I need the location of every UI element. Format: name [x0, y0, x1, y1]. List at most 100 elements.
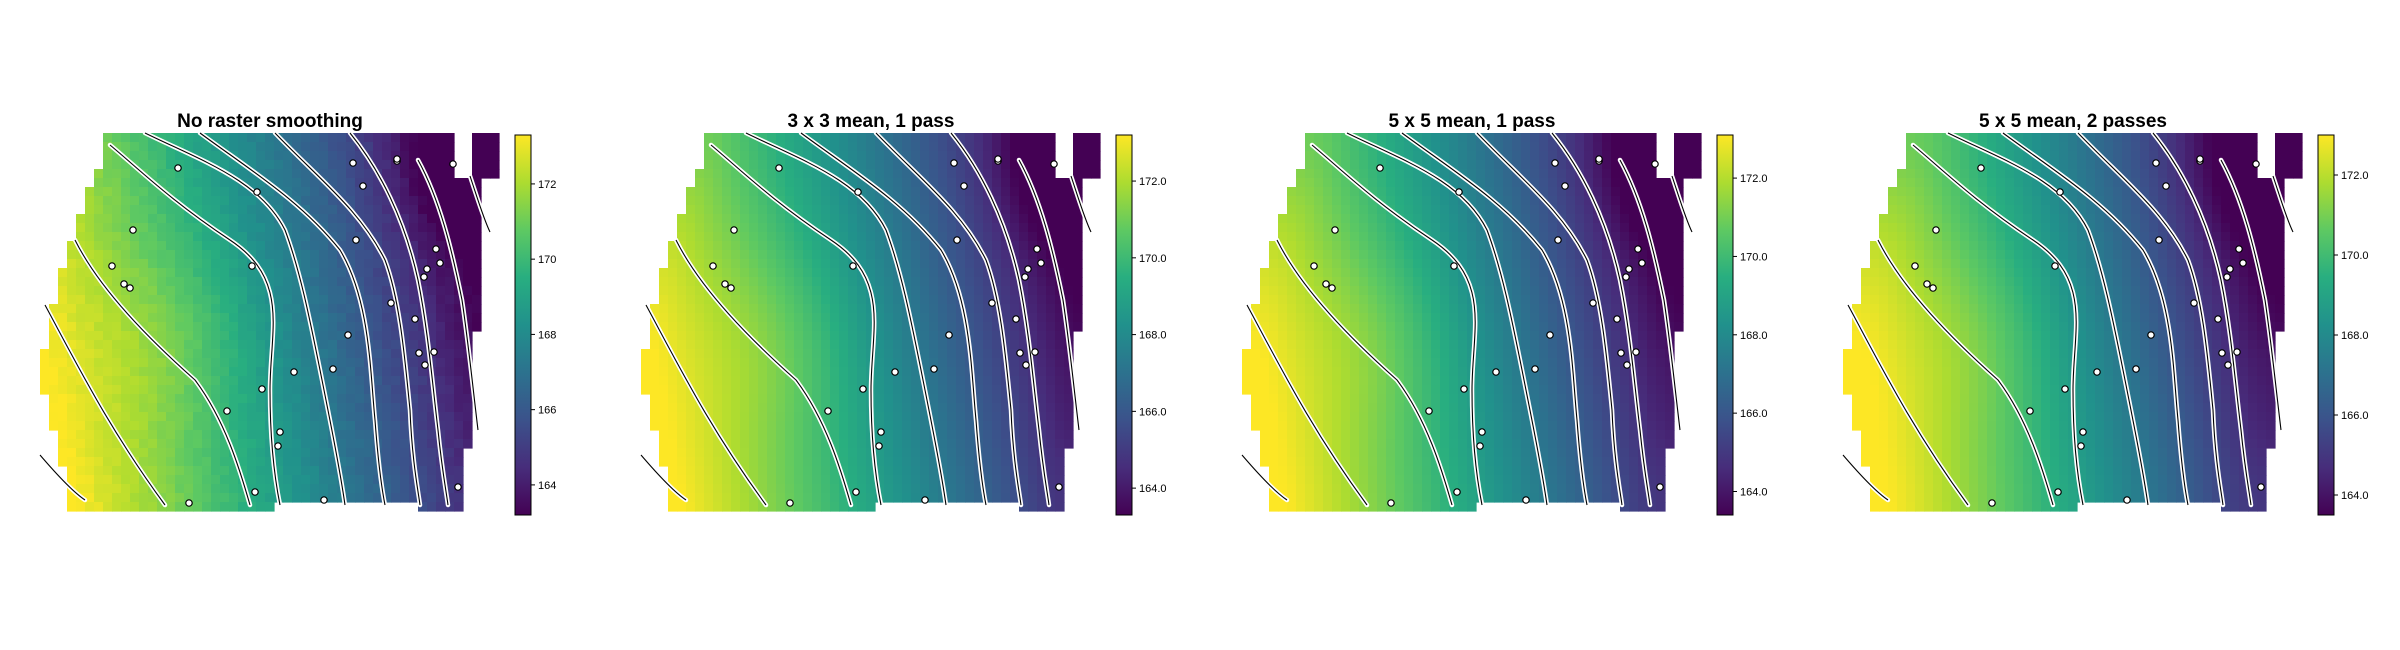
raster-cell	[1028, 439, 1038, 449]
raster-cell	[911, 187, 921, 197]
raster-cell	[1557, 259, 1567, 269]
raster-cell	[839, 322, 849, 332]
raster-cell	[1296, 178, 1306, 188]
raster-cell	[382, 394, 392, 404]
raster-cell	[418, 475, 428, 485]
raster-cell	[1395, 340, 1405, 350]
raster-cell	[166, 277, 176, 287]
raster-cell	[229, 340, 239, 350]
raster-cell	[965, 187, 975, 197]
raster-cell	[848, 133, 858, 143]
raster-cell	[1091, 133, 1101, 143]
raster-cell	[875, 349, 885, 359]
raster-cell	[749, 286, 759, 296]
raster-cell	[364, 421, 374, 431]
raster-cell	[1028, 313, 1038, 323]
raster-cell	[274, 160, 284, 170]
raster-cell	[67, 502, 77, 512]
raster-cell	[265, 250, 275, 260]
raster-cell	[1539, 214, 1549, 224]
raster-cell	[1629, 196, 1639, 206]
raster-cell	[1341, 322, 1351, 332]
raster-cell	[1019, 268, 1029, 278]
raster-cell	[812, 268, 822, 278]
raster-cell	[758, 133, 768, 143]
raster-cell	[812, 394, 822, 404]
raster-cell	[938, 430, 948, 440]
raster-cell	[848, 214, 858, 224]
raster-cell	[1647, 178, 1657, 188]
raster-cell	[391, 250, 401, 260]
raster-cell	[1287, 295, 1297, 305]
raster-cell	[794, 142, 804, 152]
raster-cell	[1287, 277, 1297, 287]
raster-cell	[1665, 214, 1675, 224]
raster-cell	[1548, 133, 1558, 143]
raster-cell	[1001, 295, 1011, 305]
raster-cell	[794, 457, 804, 467]
raster-cell	[713, 142, 723, 152]
raster-cell	[292, 322, 302, 332]
raster-cell	[256, 457, 266, 467]
raster-cell	[130, 430, 140, 440]
raster-cell	[148, 268, 158, 278]
raster-cell	[247, 421, 257, 431]
raster-cell	[427, 403, 437, 413]
raster-cell	[157, 331, 167, 341]
raster-cell	[1064, 223, 1074, 233]
raster-cell	[139, 376, 149, 386]
raster-cell	[211, 151, 221, 161]
raster-cell	[776, 313, 786, 323]
raster-cell	[749, 277, 759, 287]
raster-cell	[1530, 295, 1540, 305]
raster-cell	[1314, 160, 1324, 170]
raster-cell	[1467, 214, 1477, 224]
raster-cell	[175, 277, 185, 287]
raster-cell	[1620, 259, 1630, 269]
raster-cell	[319, 268, 329, 278]
raster-cell	[812, 502, 822, 512]
raster-cell	[947, 133, 957, 143]
raster-cell	[193, 331, 203, 341]
raster-cell	[875, 142, 885, 152]
raster-cell	[1028, 421, 1038, 431]
raster-cell	[875, 277, 885, 287]
raster-cell	[193, 430, 203, 440]
raster-cell	[1422, 295, 1432, 305]
raster-cell	[785, 232, 795, 242]
raster-cell	[229, 160, 239, 170]
raster-cell	[956, 313, 966, 323]
raster-cell	[301, 466, 311, 476]
raster-cell	[713, 241, 723, 251]
raster-cell	[929, 304, 939, 314]
raster-cell	[1359, 196, 1369, 206]
raster-cell	[364, 394, 374, 404]
raster-cell	[1019, 484, 1029, 494]
raster-cell	[785, 160, 795, 170]
raster-cell	[310, 259, 320, 269]
raster-cell	[1521, 196, 1531, 206]
raster-cell	[848, 223, 858, 233]
sample-point	[730, 226, 738, 234]
raster-cell	[310, 286, 320, 296]
raster-cell	[346, 430, 356, 440]
raster-cell	[1413, 286, 1423, 296]
raster-cell	[965, 322, 975, 332]
raster-cell	[758, 376, 768, 386]
raster-cell	[1368, 268, 1378, 278]
sample-point	[174, 164, 182, 172]
raster-cell	[301, 196, 311, 206]
raster-cell	[695, 448, 705, 458]
raster-cell	[1602, 214, 1612, 224]
raster-cell	[229, 241, 239, 251]
raster-cell	[130, 439, 140, 449]
raster-cell	[1323, 331, 1333, 341]
raster-cell	[821, 205, 831, 215]
raster-cell	[1287, 214, 1297, 224]
raster-cell	[947, 286, 957, 296]
raster-cell	[1305, 205, 1315, 215]
raster-cell	[1386, 160, 1396, 170]
raster-cell	[668, 277, 678, 287]
raster-cell	[67, 313, 77, 323]
raster-cell	[758, 349, 768, 359]
